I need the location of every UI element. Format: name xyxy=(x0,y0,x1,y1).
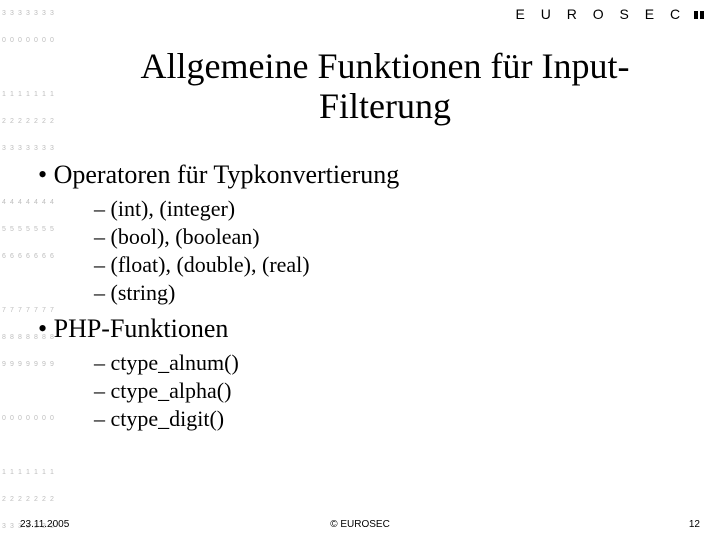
operators-sublist: (int), (integer) (bool), (boolean) (floa… xyxy=(94,196,690,306)
slide-body: Operatoren für Typkonvertierung (int), (… xyxy=(38,152,690,440)
sub-item-text: ctype_alnum() xyxy=(111,350,239,375)
bullet-php-funcs-label: PHP-Funktionen xyxy=(54,314,229,343)
php-funcs-sublist: ctype_alnum() ctype_alpha() ctype_digit(… xyxy=(94,350,690,432)
footer-page-number: 12 xyxy=(689,519,700,530)
slide-title: Allgemeine Funktionen für Input- Filteru… xyxy=(80,46,690,127)
brand-logo: E U R O S E C xyxy=(516,6,706,22)
footer-copyright: © EUROSEC xyxy=(20,519,700,530)
title-line-1: Allgemeine Funktionen für Input- xyxy=(141,46,630,86)
sub-item-text: (float), (double), (real) xyxy=(111,252,310,277)
sub-item: ctype_digit() xyxy=(94,406,690,432)
title-line-2: Filterung xyxy=(319,86,451,126)
sub-item: (float), (double), (real) xyxy=(94,252,690,278)
brand-bars-icon xyxy=(694,6,706,22)
bullet-operators-label: Operatoren für Typkonvertierung xyxy=(54,160,400,189)
sub-item-text: ctype_alpha() xyxy=(111,378,232,403)
sub-item: (int), (integer) xyxy=(94,196,690,222)
bullet-php-funcs: PHP-Funktionen xyxy=(38,314,690,344)
brand-text: E U R O S E C xyxy=(516,6,687,22)
sub-item-text: (bool), (boolean) xyxy=(111,224,260,249)
sub-item-text: (int), (integer) xyxy=(111,196,236,221)
sub-item: (string) xyxy=(94,280,690,306)
sub-item-text: ctype_digit() xyxy=(111,406,225,431)
sub-item: (bool), (boolean) xyxy=(94,224,690,250)
sub-item: ctype_alnum() xyxy=(94,350,690,376)
bullet-operators: Operatoren für Typkonvertierung xyxy=(38,160,690,190)
slide-footer: 23.11.2005 © EUROSEC 12 xyxy=(20,519,700,530)
footer-date: 23.11.2005 xyxy=(20,519,69,530)
sub-item: ctype_alpha() xyxy=(94,378,690,404)
sub-item-text: (string) xyxy=(111,280,176,305)
slide: 3012345678901233012345678901233012345678… xyxy=(0,0,720,540)
